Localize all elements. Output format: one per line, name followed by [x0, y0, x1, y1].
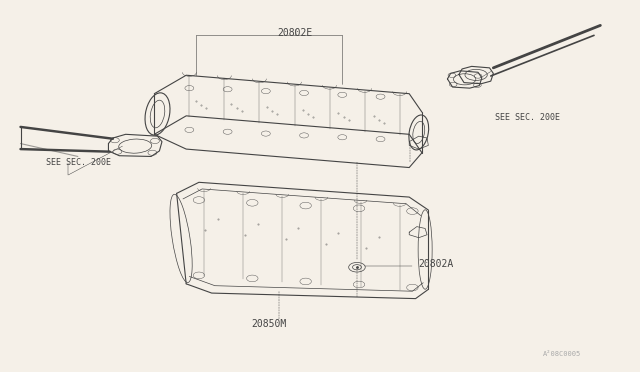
Text: 20850M: 20850M — [252, 320, 287, 330]
Text: A²08C0005: A²08C0005 — [543, 351, 581, 357]
Text: 20802E: 20802E — [277, 28, 312, 38]
Text: 20802A: 20802A — [419, 259, 454, 269]
Text: SEE SEC. 200E: SEE SEC. 200E — [46, 157, 111, 167]
Text: SEE SEC. 200E: SEE SEC. 200E — [495, 113, 560, 122]
